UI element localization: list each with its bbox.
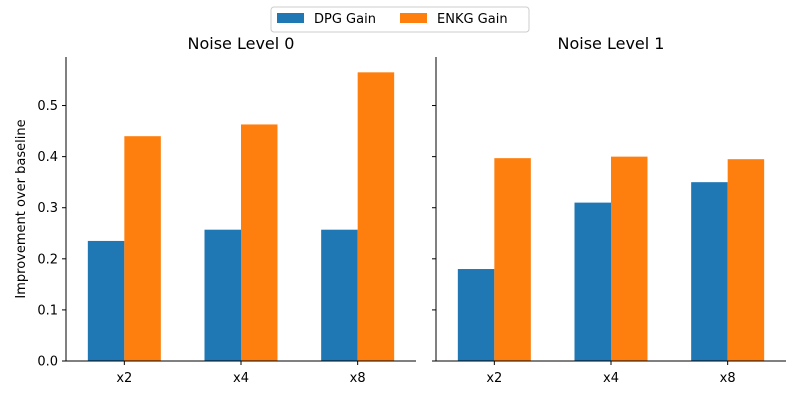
bar-dpg-x4	[574, 202, 611, 361]
panel-title: Noise Level 0	[188, 34, 295, 53]
bar-dpg-x2	[87, 240, 125, 361]
y-axis-label: Improvement over baseline	[14, 119, 29, 298]
panel-title: Noise Level 1	[558, 34, 665, 53]
x-tick-label: x2	[116, 371, 132, 386]
x-tick-label: x4	[603, 371, 619, 386]
legend: DPG Gain ENKG Gain	[270, 6, 530, 33]
bar-dpg-x2	[457, 269, 495, 361]
y-tick-label: 0.4	[37, 150, 58, 165]
x-tick-label: x8	[350, 371, 366, 386]
bar-dpg-x4	[204, 229, 241, 361]
bar-enkg-x4	[241, 124, 278, 361]
bar-dpg-x8	[321, 229, 358, 361]
panel-2: x2 x4 x8 Noise Level 1	[432, 34, 786, 386]
bar-dpg-x8	[691, 182, 728, 361]
bar-enkg-x2	[494, 158, 531, 361]
y-tick-label: 0.0	[37, 355, 58, 370]
y-tick-label: 0.1	[37, 303, 58, 318]
y-tick-label: 0.5	[37, 99, 58, 114]
x-tick-label: x8	[720, 371, 736, 386]
x-tick-label: x4	[233, 371, 249, 386]
legend-label-dpg: DPG Gain	[314, 12, 376, 27]
y-tick-label: 0.3	[37, 201, 58, 216]
legend-swatch-enkg	[400, 13, 427, 23]
bar-enkg-x4	[611, 156, 648, 361]
x-tick-label: x2	[486, 371, 502, 386]
panel-1: x2 x4 x8 0.0 0.1 0.2 0.3 0.4 0.5 Noise Level 0	[37, 34, 416, 386]
legend-label-enkg: ENKG Gain	[437, 12, 508, 27]
bar-enkg-x2	[124, 136, 161, 361]
bar-enkg-x8	[727, 159, 765, 361]
bar-enkg-x8	[357, 72, 395, 361]
y-tick-label: 0.2	[37, 252, 58, 267]
legend-swatch-dpg	[277, 13, 304, 23]
